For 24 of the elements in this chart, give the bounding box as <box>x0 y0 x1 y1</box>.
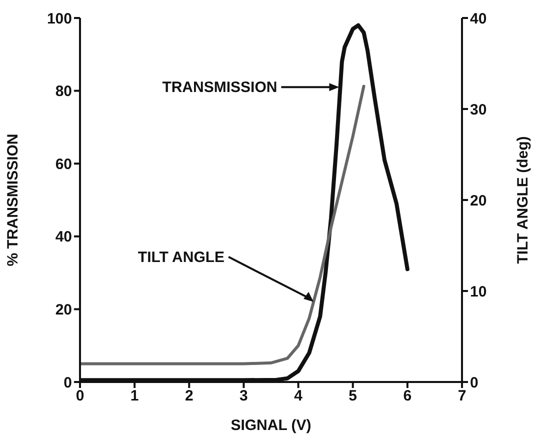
y-tick-label: 0 <box>64 374 72 392</box>
x-tick-label: 3 <box>240 388 248 405</box>
x-tick-label: 1 <box>130 388 139 405</box>
y2-tick-label: 0 <box>470 374 478 392</box>
y2-tick-label: 40 <box>470 10 487 28</box>
x-axis-title: SIGNAL (V) <box>230 417 312 434</box>
y-tick-label: 20 <box>55 302 72 319</box>
x-tick-label: 5 <box>348 388 358 405</box>
x-tick-label: 6 <box>403 388 412 405</box>
y-tick-label: 60 <box>55 156 72 173</box>
x-tick-label: 0 <box>76 388 84 405</box>
x-tick-label: 4 <box>294 388 304 405</box>
y-tick-label: 80 <box>55 83 72 100</box>
y-tick-label: 40 <box>55 228 72 246</box>
x-tick-label: 7 <box>458 388 466 405</box>
y-axis-title: % TRANSMISSION <box>4 134 22 266</box>
y2-tick-label: 20 <box>470 192 487 210</box>
annotation: TRANSMISSION <box>162 79 278 96</box>
y2-tick-label: 10 <box>470 283 487 300</box>
y2-tick-label: 30 <box>470 101 487 118</box>
x-tick-label: 2 <box>184 388 194 405</box>
y-tick-label: 100 <box>46 10 72 28</box>
annotation: TILT ANGLE <box>138 248 225 266</box>
y2-axis-title: TILT ANGLE (deg) <box>514 136 532 264</box>
